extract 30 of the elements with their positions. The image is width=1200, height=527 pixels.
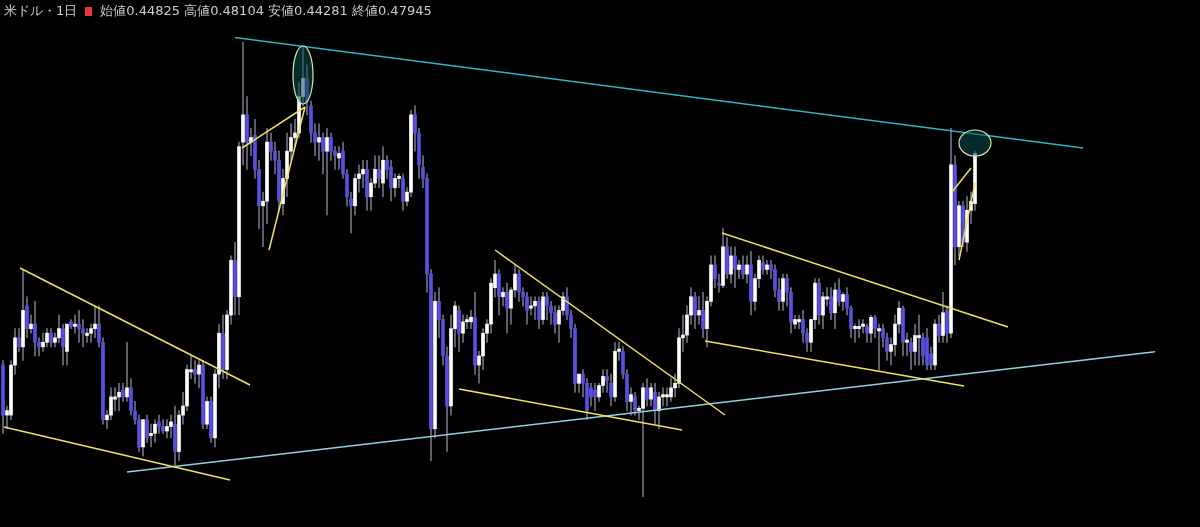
candlestick [697, 296, 701, 325]
candlestick [469, 310, 473, 329]
candlestick [325, 128, 329, 216]
candlestick [41, 332, 45, 352]
candlestick [737, 260, 741, 279]
candlestick [337, 146, 341, 170]
candlestick [641, 382, 645, 497]
candlestick [853, 323, 857, 343]
candlestick [317, 123, 321, 161]
candlestick [125, 341, 129, 402]
candlestick [113, 387, 117, 411]
candlestick [117, 382, 121, 411]
chart-subtitle: 始値0.44825 高値0.48104 安値0.44281 終値0.47945 [100, 2, 432, 20]
candlestick [533, 296, 537, 320]
candlestick [665, 387, 669, 407]
candlestick [797, 314, 801, 329]
chart-title: 米ドル・1日 [4, 2, 78, 20]
candlestick [193, 360, 197, 384]
candlestick [361, 159, 365, 188]
candlestick [917, 314, 921, 366]
candlestick [77, 310, 81, 343]
candlestick [93, 305, 97, 339]
candlestick [165, 419, 169, 439]
candlestick [857, 319, 861, 339]
candlestick [593, 382, 597, 411]
candlestick [501, 287, 505, 307]
candlestick [529, 296, 533, 316]
candlestick [149, 423, 153, 448]
candlestick [29, 314, 33, 334]
candlestick [73, 314, 77, 334]
